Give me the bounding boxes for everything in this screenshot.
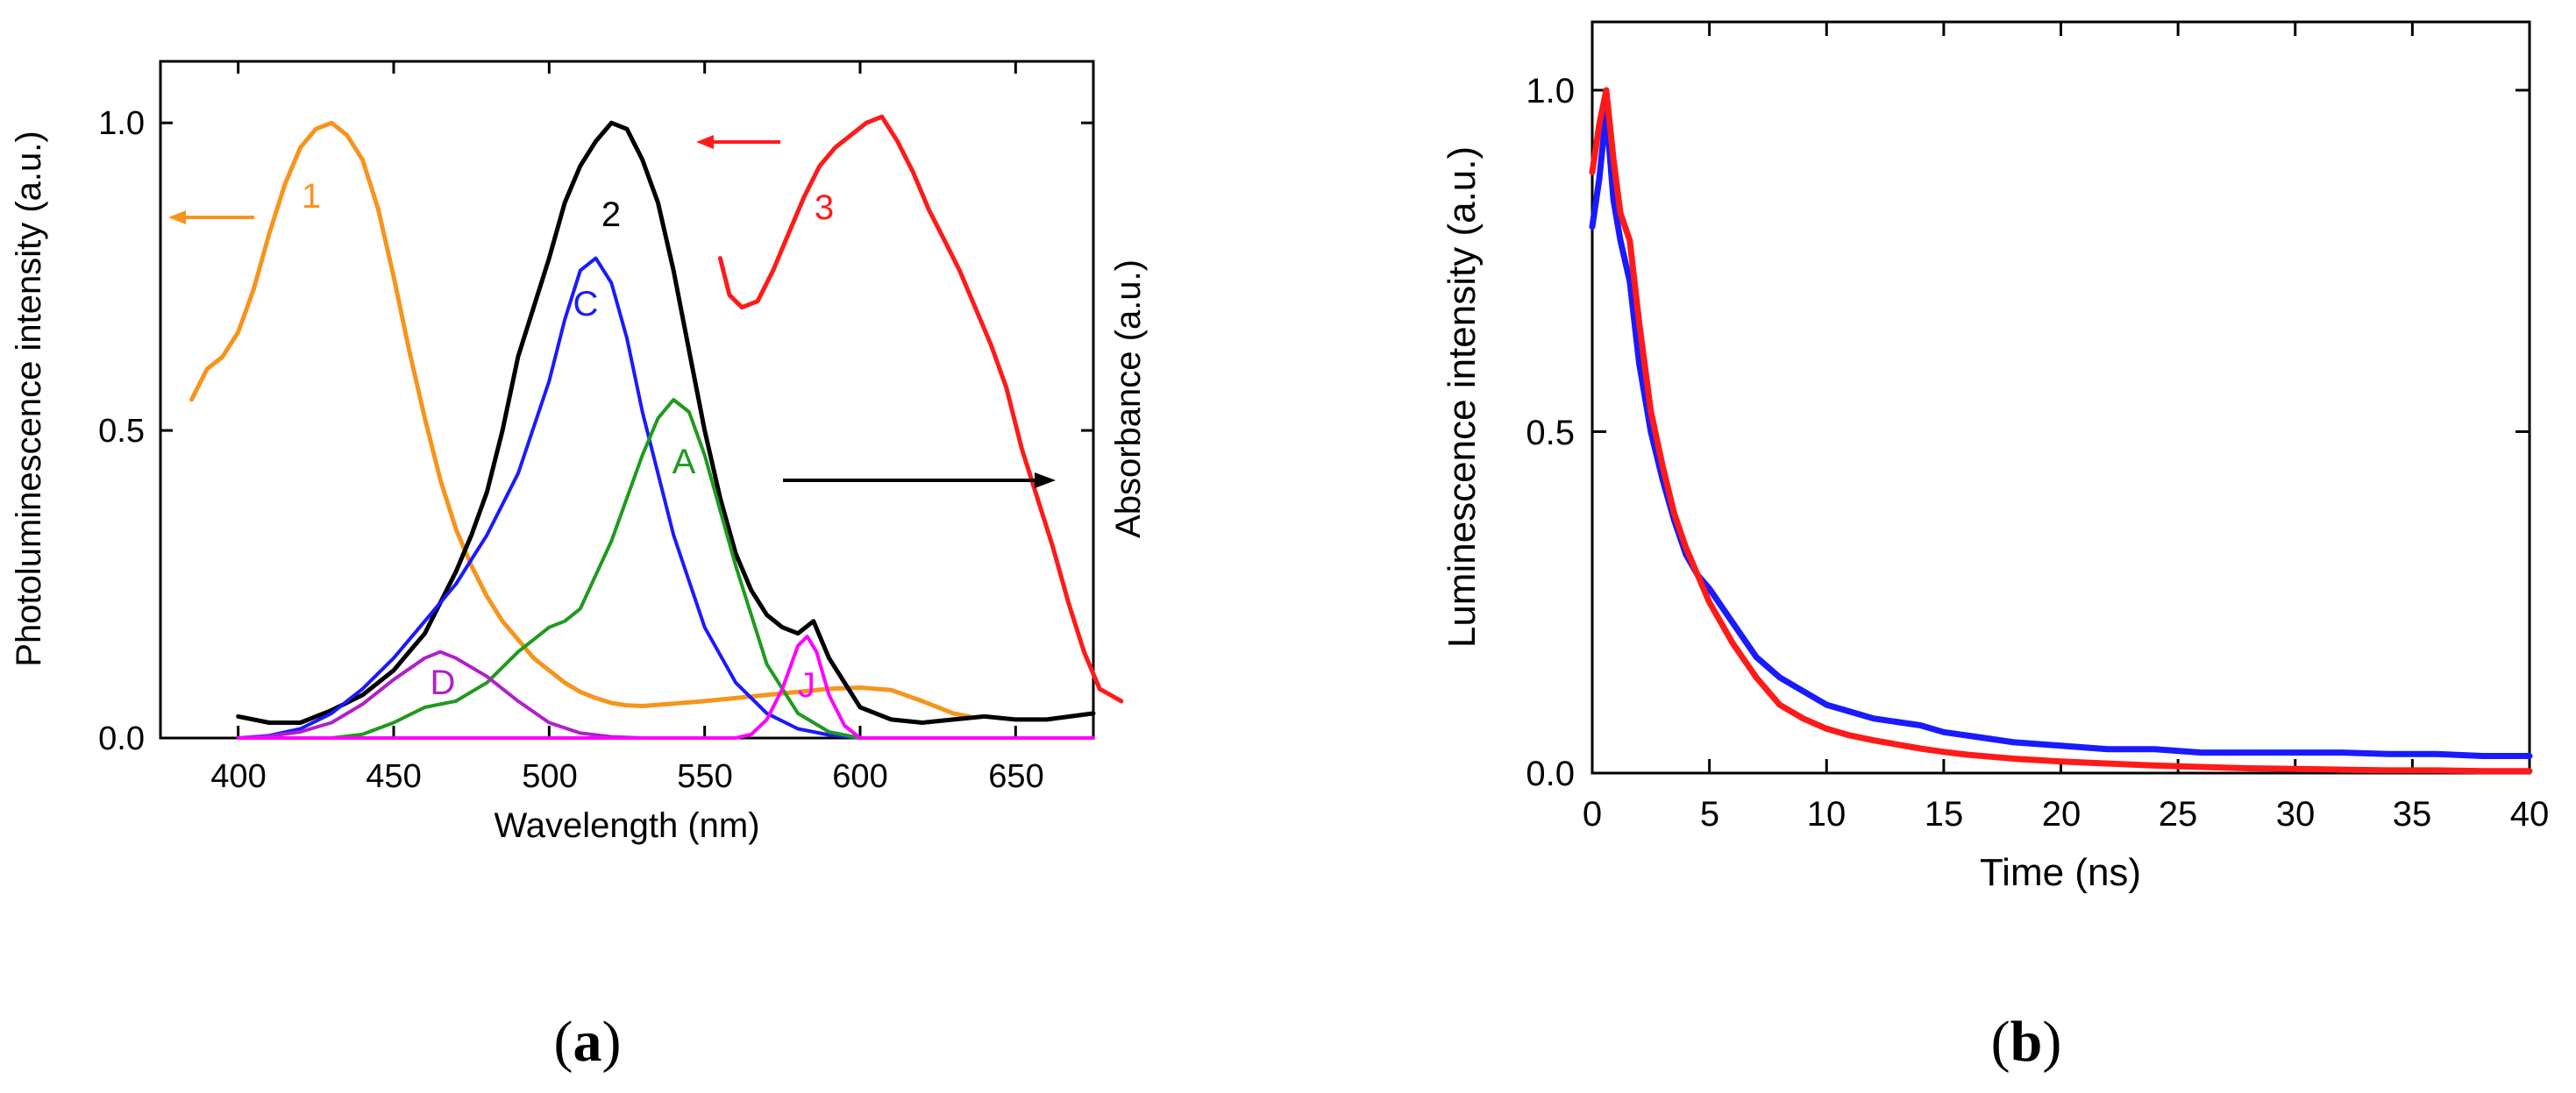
chart-a-annotation-D: D bbox=[431, 664, 456, 702]
chart-a-annotation-J: J bbox=[798, 666, 815, 705]
chart-b-series-red bbox=[1589, 87, 2533, 775]
chart-a-ytick-label: 0.0 bbox=[98, 720, 145, 757]
chart-b-xtick-label: 40 bbox=[2510, 795, 2550, 834]
chart-b-xtick-label: 0 bbox=[1583, 795, 1602, 834]
chart-a-xtick-label: 500 bbox=[522, 758, 577, 795]
chart-a-annotation-C: C bbox=[573, 285, 599, 323]
chart-a-ticks bbox=[160, 61, 1093, 740]
panel-label-b: (b) bbox=[1991, 1010, 2062, 1074]
chart-a-annotation-A: A bbox=[672, 443, 696, 481]
chart-a-annotation-1: 1 bbox=[302, 177, 321, 216]
chart-a-xtick-label: 400 bbox=[210, 758, 266, 795]
chart-a-series-A bbox=[330, 398, 862, 740]
chart-b-xtick-label: 20 bbox=[2042, 795, 2081, 834]
chart-a-annotation-2: 2 bbox=[601, 195, 621, 234]
chart-a-series-J bbox=[236, 635, 1095, 740]
chart-a-ytick-label: 0.5 bbox=[98, 413, 145, 450]
chart-b: 0 5 10 15 20 25 30 35 40 0.0 0.5 1.0 Tim… bbox=[1441, 20, 2550, 894]
chart-a-series-C bbox=[236, 256, 862, 740]
chart-a-plot-frame bbox=[159, 60, 1095, 740]
chart-a-arrow-curve-1 bbox=[168, 210, 254, 224]
chart-a-series-2 bbox=[236, 120, 1096, 725]
chart-b-xtick-label: 10 bbox=[1807, 795, 1847, 834]
chart-a-y2label: Absorbance (a.u.) bbox=[1109, 259, 1148, 538]
chart-b-ytick-label: 0.5 bbox=[1526, 414, 1575, 452]
chart-a-xtick-label: 550 bbox=[677, 758, 732, 795]
chart-a-xlabel: Wavelength (nm) bbox=[494, 806, 759, 845]
chart-a-arrow-curve-2 bbox=[783, 472, 1056, 488]
chart-a-series-D bbox=[236, 649, 644, 740]
chart-b-ticks bbox=[1590, 22, 2531, 775]
chart-a-xtick-label: 600 bbox=[832, 758, 887, 795]
chart-b-ytick-label: 0.0 bbox=[1526, 755, 1575, 793]
chart-a-arrow-curve-3 bbox=[696, 135, 780, 149]
chart-b-plot-frame bbox=[1590, 20, 2531, 775]
chart-a-series-3 bbox=[717, 114, 1124, 704]
chart-b-series bbox=[1589, 87, 2533, 775]
chart-a-ytick-label: 1.0 bbox=[98, 105, 145, 142]
chart-b-xtick-label: 35 bbox=[2393, 795, 2432, 834]
chart-b-xlabel: Time (ns) bbox=[1980, 851, 2141, 894]
chart-a-series bbox=[189, 114, 1124, 740]
chart-a-ylabel: Photoluminescence intensity (a.u.) bbox=[10, 131, 48, 666]
chart-b-ytick-label: 1.0 bbox=[1526, 72, 1575, 110]
chart-b-series-blue bbox=[1589, 107, 2533, 759]
panel-label-a: (a) bbox=[554, 1010, 622, 1074]
chart-b-xtick-label: 30 bbox=[2276, 795, 2316, 834]
chart-a-xtick-label: 650 bbox=[988, 758, 1043, 795]
chart-a-annotation-3: 3 bbox=[815, 188, 834, 227]
chart-a-series-1 bbox=[189, 120, 971, 719]
chart-b-xtick-label: 15 bbox=[1925, 795, 1964, 834]
chart-a: 400 450 500 550 600 650 0.0 0.5 1.0 Wave… bbox=[10, 60, 1148, 845]
chart-b-ylabel: Luminescence intensity (a.u.) bbox=[1441, 146, 1484, 648]
chart-b-xtick-label: 5 bbox=[1700, 795, 1719, 834]
chart-a-xtick-label: 450 bbox=[366, 758, 421, 795]
chart-b-xtick-label: 25 bbox=[2159, 795, 2198, 834]
